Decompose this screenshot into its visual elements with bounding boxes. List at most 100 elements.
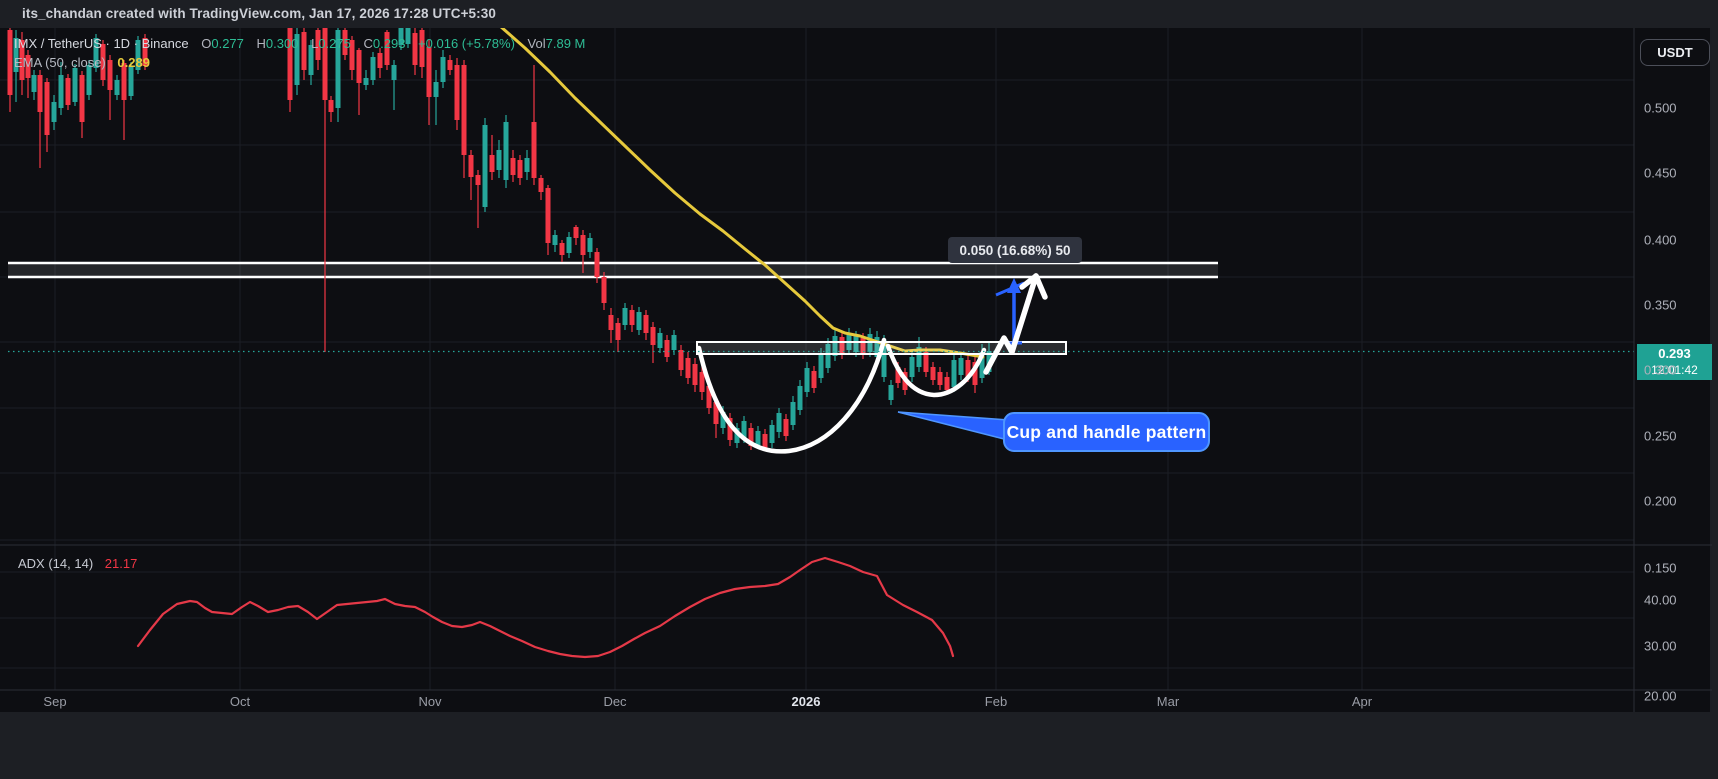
candle-body xyxy=(769,425,775,443)
candle-body xyxy=(419,30,425,67)
candle-body xyxy=(916,347,922,367)
attribution-bar: its_chandan created with TradingView.com… xyxy=(0,0,1718,28)
candle-body xyxy=(685,358,691,378)
candle-body xyxy=(888,385,894,400)
supply-zone-fill xyxy=(8,263,1218,277)
candle-body xyxy=(818,354,824,378)
candle-body xyxy=(86,65,92,95)
candle-body xyxy=(566,237,572,253)
candle-body xyxy=(699,372,705,392)
candle-body xyxy=(545,188,551,243)
price-axis-tick: 20.00 xyxy=(1644,688,1677,704)
price-axis-tick: 30.00 xyxy=(1644,638,1677,654)
time-axis-label: Feb xyxy=(984,694,1008,709)
candle-body xyxy=(37,75,43,112)
price-axis-tick: 0.250 xyxy=(1644,428,1677,444)
candle-body xyxy=(496,150,502,170)
candle-body xyxy=(398,28,404,45)
price-axis-tick: 40.00 xyxy=(1644,592,1677,608)
handle-arc xyxy=(885,343,987,398)
candle-body xyxy=(335,30,341,108)
candle-body xyxy=(671,335,677,350)
candle-body xyxy=(503,122,509,180)
candle-body xyxy=(440,57,446,82)
candle-body xyxy=(622,308,628,325)
candle-body xyxy=(734,428,740,443)
candle-body xyxy=(328,100,334,112)
candle-body xyxy=(762,434,768,448)
candle-body xyxy=(412,33,418,65)
candle-body xyxy=(447,60,453,70)
candle-body xyxy=(594,252,600,277)
candle-body xyxy=(790,402,796,425)
time-axis-label: Sep xyxy=(43,694,67,709)
candle-body xyxy=(587,238,593,252)
candle-body xyxy=(308,45,314,75)
candle-body xyxy=(58,75,64,108)
candle-body xyxy=(930,367,936,380)
candle-body xyxy=(664,340,670,357)
candle-body xyxy=(538,178,544,192)
candle-body xyxy=(135,40,141,70)
time-axis-label: Apr xyxy=(1351,694,1373,709)
candle-body xyxy=(965,360,971,377)
price-axis-tick: 0.350 xyxy=(1644,297,1677,313)
candle-body xyxy=(342,30,348,55)
candle-body xyxy=(377,53,383,68)
candle-body xyxy=(692,364,698,385)
candle-body xyxy=(128,66,134,96)
candle-body xyxy=(601,277,607,303)
candle-body xyxy=(489,155,495,172)
candle-body xyxy=(741,421,747,438)
candle-body xyxy=(909,357,915,377)
candle-body xyxy=(937,372,943,385)
price-axis-tick: 0.450 xyxy=(1644,165,1677,181)
candle-body xyxy=(573,227,579,238)
candle-body xyxy=(804,368,810,392)
price-axis-tick: 0.200 xyxy=(1644,493,1677,509)
candle-body xyxy=(720,412,726,428)
candle-body xyxy=(636,312,642,330)
price-axis-tick: 0.400 xyxy=(1644,232,1677,248)
time-axis-label: Mar xyxy=(1156,694,1180,709)
chart-canvas[interactable] xyxy=(0,28,1712,712)
candle-body xyxy=(370,57,376,80)
currency-toggle-label: USDT xyxy=(1657,45,1693,60)
ema50-line xyxy=(500,28,985,359)
cup-arc xyxy=(696,337,887,454)
candle-body xyxy=(433,82,439,97)
chart-area[interactable] xyxy=(0,28,1712,712)
candle-body xyxy=(832,336,838,356)
candle-body xyxy=(853,336,859,352)
candle-body xyxy=(643,315,649,333)
candle-body xyxy=(951,360,957,387)
candle-body xyxy=(294,34,300,85)
candle-body xyxy=(881,340,887,377)
currency-toggle-button[interactable]: USDT xyxy=(1640,39,1710,66)
candle-body xyxy=(25,55,31,78)
bar-countdown: 12:01:42 xyxy=(1651,362,1698,377)
candle-body xyxy=(19,40,25,80)
candle-body xyxy=(517,160,523,178)
candle-body xyxy=(895,367,901,383)
candle-body xyxy=(706,386,712,408)
projection-arrow xyxy=(983,273,1039,375)
candle-body xyxy=(315,30,321,60)
candle-body xyxy=(356,50,362,83)
candle-body xyxy=(524,158,530,172)
candle-body xyxy=(301,32,307,70)
candle-body xyxy=(531,122,537,178)
candle-body xyxy=(944,377,950,390)
candle-body xyxy=(972,362,978,385)
price-axis-tick: 0.500 xyxy=(1644,100,1677,116)
candle-body xyxy=(874,337,880,357)
candle-body xyxy=(363,78,369,85)
candle-body xyxy=(510,158,516,175)
candle-body xyxy=(322,28,328,100)
price-axis-tick: 0.300 xyxy=(1644,362,1677,378)
candle-body xyxy=(51,102,57,122)
candle-body xyxy=(860,338,866,354)
projection-arrow-barb xyxy=(1019,273,1039,290)
candle-body xyxy=(114,80,120,95)
